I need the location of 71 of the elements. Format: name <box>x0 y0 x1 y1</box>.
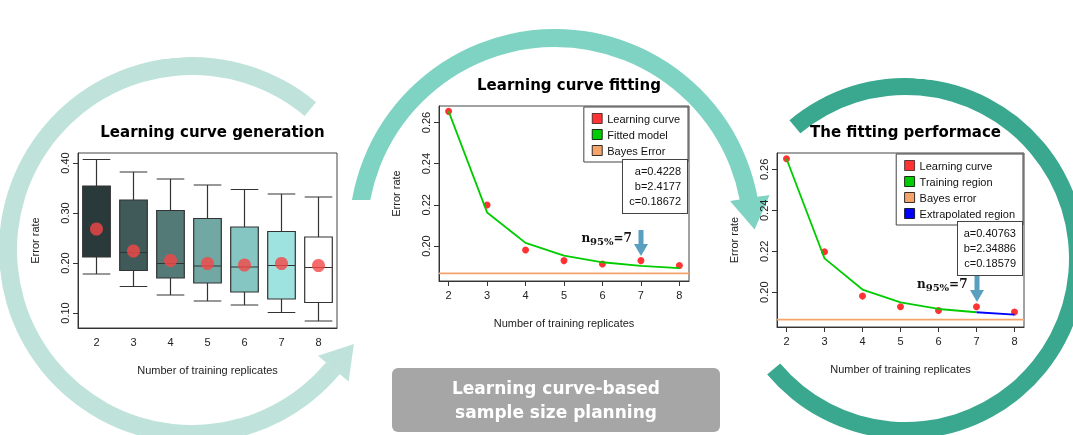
point <box>973 303 980 311</box>
x-tick-label: 4 <box>859 334 866 347</box>
x-tick-label: 2 <box>93 335 100 348</box>
x-tick-label: 2 <box>445 288 452 301</box>
annotation: c=0.18672 <box>629 195 681 207</box>
x-tick-label: 8 <box>1011 334 1018 347</box>
chart-title: Learning curve generation <box>100 122 325 141</box>
x-tick-label: 7 <box>278 335 285 348</box>
legend-label: Bayes Error <box>607 144 666 157</box>
x-tick-label: 3 <box>130 335 137 348</box>
y-tick-label: 0.24 <box>757 199 770 222</box>
chart-title: Learning curve fitting <box>477 75 661 94</box>
y-tick-label: 0.20 <box>58 252 71 274</box>
x-tick-label: 8 <box>676 288 683 301</box>
annotation: b=2.4177 <box>634 180 681 192</box>
x-axis-title: Number of training replicates <box>830 362 972 375</box>
legend-label: Training region <box>919 175 993 188</box>
point <box>127 244 140 258</box>
chart-title: The fitting performace <box>810 122 1001 141</box>
x-tick-label: 4 <box>522 288 529 301</box>
y-tick-label: 0.22 <box>419 194 432 216</box>
x-tick-label: 6 <box>241 335 248 348</box>
x-tick-label: 7 <box>973 334 980 347</box>
y-tick-label: 0.26 <box>757 158 770 181</box>
annotation: c=0.18579 <box>964 257 1016 269</box>
point <box>164 254 177 267</box>
point <box>90 222 103 236</box>
x-axis-title: Number of training replicates <box>493 316 635 329</box>
legend-label: Fitted model <box>607 128 668 141</box>
point <box>897 303 904 311</box>
y-tick-label: 0.24 <box>419 152 432 175</box>
x-tick-label: 8 <box>315 335 322 348</box>
y-tick-label: 0.20 <box>757 281 770 303</box>
legend-label: Bayes error <box>919 191 977 204</box>
y-axis-title: Error rate <box>28 217 41 264</box>
x-tick-label: 4 <box>167 335 174 348</box>
x-tick-label: 3 <box>484 288 491 301</box>
y-axis-title: Error rate <box>389 170 402 217</box>
y-tick-label: 0.30 <box>58 202 71 224</box>
x-tick-label: 7 <box>637 288 644 301</box>
annotation: n$_{95%}$=7 <box>916 276 968 294</box>
x-axis-title: Number of training replicates <box>137 363 279 376</box>
point <box>560 257 568 265</box>
y-tick-label: 0.22 <box>757 240 770 262</box>
text: Learning curve-based sample size planning <box>451 377 661 424</box>
point <box>275 257 288 270</box>
x-tick-label: 6 <box>599 288 606 301</box>
y-tick-label: 0.10 <box>58 302 71 324</box>
annotation: n$_{95%}$=7 <box>581 230 632 247</box>
y-axis-title: Error rate <box>727 216 740 264</box>
annotation: a=0.4228 <box>634 165 681 177</box>
annotation: b=2.34886 <box>963 242 1016 254</box>
x-tick-label: 6 <box>935 334 942 347</box>
point <box>201 257 214 270</box>
y-tick-label: 0.40 <box>58 152 71 174</box>
point <box>238 258 251 272</box>
x-tick-label: 3 <box>821 334 828 347</box>
point <box>312 259 325 272</box>
annotation: a=0.40763 <box>963 227 1016 239</box>
y-tick-label: 0.20 <box>419 235 432 257</box>
point <box>859 292 866 300</box>
legend-label: Learning curve <box>607 112 681 125</box>
legend-label: Extrapolated region <box>919 207 1016 220</box>
point <box>522 246 530 254</box>
y-tick-label: 0.26 <box>419 111 432 134</box>
x-tick-label: 5 <box>204 335 211 348</box>
legend-label: Learning curve <box>919 159 993 172</box>
point <box>637 257 645 265</box>
x-tick-label: 2 <box>783 334 790 347</box>
x-tick-label: 5 <box>560 288 568 301</box>
x-tick-label: 5 <box>897 334 904 347</box>
